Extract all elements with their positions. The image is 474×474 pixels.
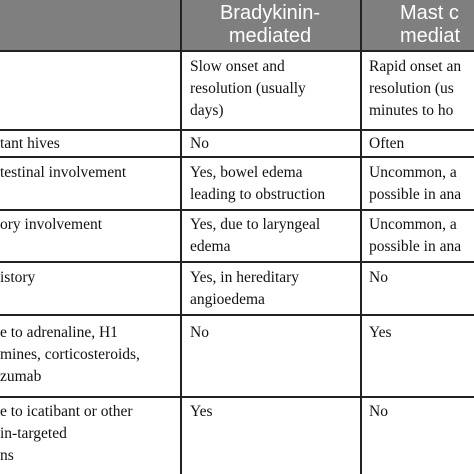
table-cell-mast-cell: Often [369, 135, 405, 152]
row-divider [0, 50, 474, 52]
column-divider-1 [180, 0, 182, 474]
table-header-row [0, 0, 474, 50]
row-divider [0, 261, 474, 263]
table-cell-bradykinin: No [190, 324, 209, 341]
table-cell-bradykinin: Yes, bowel edema leading to obstruction [190, 164, 326, 203]
table-cell-feature: ory involvement [0, 216, 103, 233]
table-cell-mast-cell: No [369, 403, 388, 420]
row-divider [0, 396, 474, 398]
header-mast-cell-mediated: Mast c mediat [400, 2, 461, 47]
table-cell-feature: istory [0, 269, 36, 286]
row-divider [0, 156, 474, 158]
row-divider [0, 314, 474, 316]
table-cell-bradykinin: Yes [190, 403, 213, 420]
table-cell-feature: e to adrenaline, H1 mines, corticosteroi… [0, 324, 140, 385]
table-cell-mast-cell: Uncommon, a possible in ana [369, 164, 462, 203]
row-divider [0, 209, 474, 211]
table-cell-bradykinin: No [190, 135, 209, 152]
table-cell-bradykinin: Yes, due to laryngeal edema [190, 216, 321, 255]
column-divider-2 [360, 0, 362, 474]
table-cell-mast-cell: Uncommon, a possible in ana [369, 216, 462, 255]
table-cell-feature: testinal involvement [0, 164, 127, 181]
header-bradykinin-mediated: Bradykinin- mediated [219, 2, 321, 47]
table-cell-mast-cell: Yes [369, 324, 392, 341]
table-cell-bradykinin: Yes, in hereditary angioedema [190, 269, 300, 308]
row-divider [0, 129, 474, 131]
table-cell-feature: tant hives [0, 135, 60, 152]
table-cell-bradykinin: Slow onset and resolution (usually days) [190, 58, 306, 119]
table-cell-feature: e to icatibant or other in-targeted ns [0, 403, 133, 464]
table-cell-mast-cell: Rapid onset an resolution (us minutes to… [369, 58, 462, 119]
table-cell-mast-cell: No [369, 269, 388, 286]
